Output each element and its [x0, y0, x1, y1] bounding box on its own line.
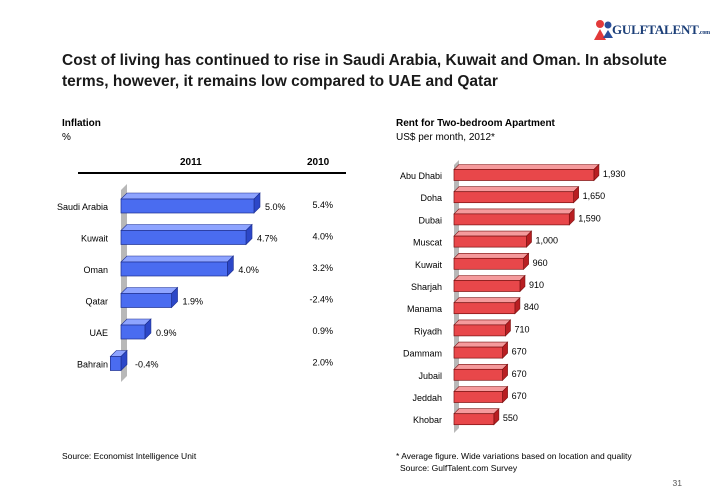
- inflation-bar-2011: [120, 293, 172, 308]
- inflation-value-2011: 5.0%: [265, 202, 286, 212]
- inflation-value-2011: -0.4%: [135, 360, 159, 370]
- page-number: 31: [672, 478, 682, 488]
- inflation-bar-top: [120, 287, 179, 294]
- inflation-value-2011: 4.7%: [257, 234, 278, 244]
- rent-value-label: 1,000: [536, 236, 559, 246]
- rent-bar-top: [453, 164, 600, 170]
- rent-category-label: Sharjah: [411, 282, 442, 292]
- rent-category-label: Dubai: [418, 215, 442, 225]
- rent-value-label: 670: [512, 391, 527, 401]
- rent-category-label: Riyadh: [414, 326, 442, 336]
- inflation-bar-2011: [120, 198, 255, 214]
- rent-value-label: 1,590: [578, 213, 601, 223]
- column-header-2010: 2010: [307, 157, 330, 168]
- logo-wordmark: GULFTALENT.com: [612, 22, 710, 37]
- rent-value-label: 670: [512, 369, 527, 379]
- rent-bar: [453, 302, 516, 315]
- inflation-value-2010: 4.0%: [312, 232, 333, 242]
- inflation-bar-2011: [110, 356, 122, 371]
- rent-axis-wall: [454, 160, 459, 433]
- rent-bar: [453, 191, 574, 204]
- rent-category-label: Jubail: [418, 371, 442, 381]
- rent-value-label: 710: [514, 324, 529, 334]
- rent-value-label: 840: [524, 302, 539, 312]
- rent-bar: [453, 213, 570, 226]
- rent-value-label: 670: [512, 347, 527, 357]
- rent-bar-top: [453, 363, 509, 370]
- header-divider: [78, 172, 346, 174]
- inflation-bar-2011: [120, 230, 247, 245]
- rent-category-label: Kuwait: [415, 260, 443, 270]
- inflation-value-2010: 2.0%: [312, 358, 333, 368]
- rent-bar-top: [453, 408, 500, 415]
- rent-category-label: Jeddah: [412, 393, 442, 403]
- inflation-value-2010: 5.4%: [312, 200, 333, 210]
- rent-chart-unit: US$ per month, 2012*: [396, 132, 495, 143]
- rent-value-label: 550: [503, 413, 518, 423]
- rent-bar-top: [453, 297, 521, 304]
- rent-bar-top: [453, 186, 580, 192]
- inflation-value-2010: 0.9%: [312, 326, 333, 336]
- inflation-value-2011: 0.9%: [156, 328, 177, 338]
- inflation-category-label: Saudi Arabia: [57, 202, 108, 212]
- rent-bar: [453, 324, 506, 337]
- rent-footnote: * Average figure. Wide variations based …: [396, 451, 632, 461]
- inflation-bar-2011: [120, 324, 146, 340]
- inflation-value-2011: 4.0%: [238, 265, 259, 275]
- rent-value-label: 1,930: [603, 169, 626, 179]
- inflation-category-label: UAE: [89, 328, 108, 338]
- rent-value-label: 960: [533, 258, 548, 268]
- inflation-category-label: Oman: [83, 265, 108, 275]
- rent-bar: [453, 413, 495, 426]
- rent-bar-top: [453, 386, 509, 392]
- inflation-category-label: Kuwait: [81, 234, 109, 244]
- inflation-source: Source: Economist Intelligence Unit: [62, 451, 197, 461]
- rent-category-label: Manama: [407, 304, 442, 314]
- rent-source: Source: GulfTalent.com Survey: [400, 463, 518, 473]
- rent-category-label: Khobar: [413, 415, 442, 425]
- inflation-category-label: Qatar: [85, 297, 108, 307]
- rent-bar: [453, 257, 524, 270]
- inflation-chart-title: Inflation: [62, 118, 101, 129]
- rent-bar: [453, 391, 503, 403]
- rent-value-label: 1,650: [583, 191, 606, 201]
- gulftalent-logo: [594, 20, 613, 40]
- rent-bar-top: [453, 319, 512, 326]
- rent-bar-top: [453, 341, 509, 348]
- rent-bar-top: [453, 230, 533, 237]
- rent-category-label: Muscat: [413, 238, 443, 248]
- rent-bar: [453, 235, 527, 248]
- inflation-bar-top: [120, 224, 253, 231]
- inflation-value-2010: 3.2%: [312, 263, 333, 273]
- rent-category-label: Doha: [420, 193, 442, 203]
- inflation-bar-2011: [120, 261, 228, 277]
- column-header-2011: 2011: [180, 157, 202, 168]
- rent-bar: [453, 280, 521, 292]
- inflation-bar-top: [120, 192, 261, 200]
- inflation-value-2010: -2.4%: [309, 295, 333, 305]
- inflation-category-label: Bahrain: [77, 360, 108, 370]
- rent-chart-title: Rent for Two-bedroom Apartment: [396, 118, 555, 129]
- rent-bar-top: [453, 275, 526, 281]
- rent-bar: [453, 346, 503, 359]
- rent-value-label: 910: [529, 280, 544, 290]
- rent-bar: [453, 169, 595, 181]
- rent-bar-top: [453, 208, 575, 215]
- inflation-bar-top: [120, 255, 235, 263]
- inflation-chart-unit: %: [62, 132, 71, 143]
- rent-category-label: Abu Dhabi: [400, 171, 442, 181]
- rent-category-label: Dammam: [403, 349, 442, 359]
- inflation-value-2011: 1.9%: [183, 297, 204, 307]
- slide-headline: Cost of living has continued to rise in …: [62, 52, 667, 90]
- rent-bar: [453, 368, 503, 381]
- rent-bar-top: [453, 253, 530, 259]
